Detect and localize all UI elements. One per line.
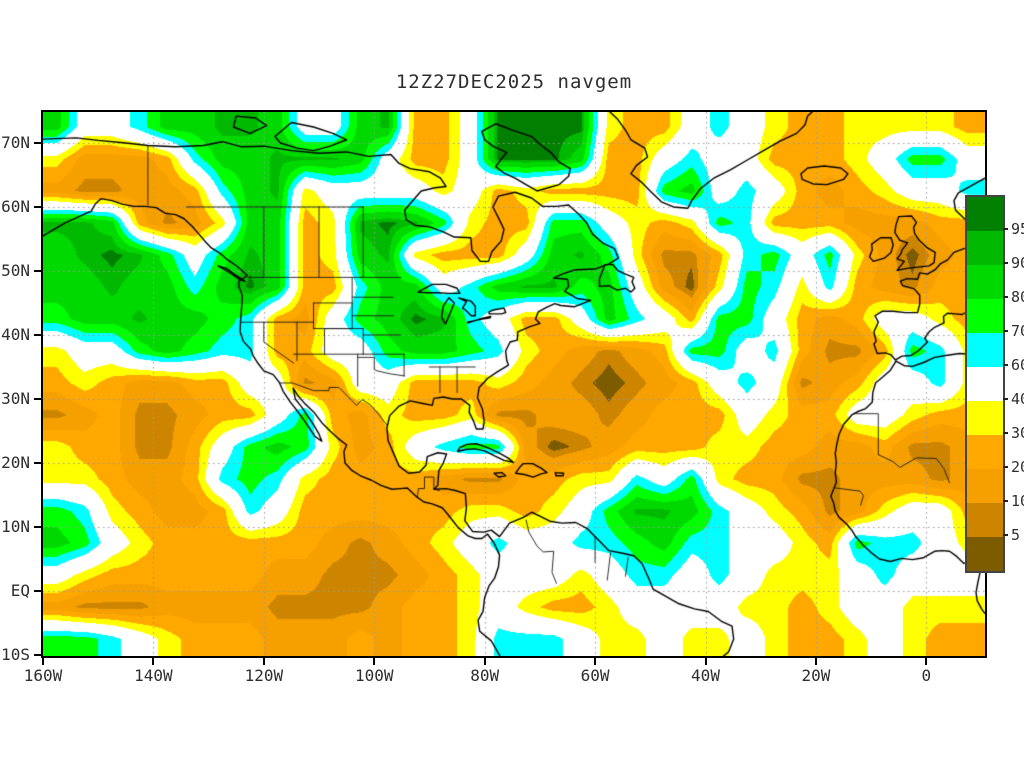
colorbar-segment — [967, 197, 1003, 231]
colorbar-boundary-label: 30 — [1011, 424, 1024, 442]
colorbar-boundary-label: 5 — [1011, 526, 1021, 544]
colorbar-boundary-label: 90 — [1011, 254, 1024, 272]
y-axis-label: EQ — [10, 580, 30, 600]
colorbar-segment — [967, 435, 1003, 469]
colorbar-segment — [967, 265, 1003, 299]
colorbar-boundary-label: 70 — [1011, 322, 1024, 340]
x-axis-tick — [262, 656, 265, 665]
colorbar-boundary-label: 80 — [1011, 288, 1024, 306]
y-axis-tick — [34, 461, 43, 464]
x-axis-tick — [42, 656, 44, 665]
x-axis-tick — [152, 656, 155, 665]
colorbar-segment — [967, 333, 1003, 367]
colorbar-boundary-tick — [1003, 398, 1008, 400]
colorbar-boundary-tick — [1003, 466, 1008, 468]
x-axis-tick — [814, 656, 817, 665]
x-axis-label: 140W — [134, 666, 173, 685]
x-axis-label: 120W — [244, 666, 284, 685]
colorbar-segment — [967, 469, 1003, 503]
x-axis-label: 40W — [691, 666, 720, 685]
x-axis-label: 20W — [801, 666, 831, 685]
y-axis-label: 70N — [1, 132, 30, 152]
colorbar-boundary-tick — [1003, 432, 1008, 434]
x-axis-tick — [594, 656, 597, 665]
x-axis-tick — [373, 656, 376, 665]
x-axis-tick — [925, 656, 928, 665]
y-axis-label: 20N — [1, 452, 30, 472]
rh-contour-map-canvas — [43, 112, 985, 656]
colorbar-boundary-label: 95 — [1011, 220, 1024, 238]
colorbar-segment — [967, 367, 1003, 401]
colorbar-boundary-label: 20 — [1011, 458, 1024, 476]
colorbar-boundary-tick — [1003, 500, 1008, 502]
colorbar-boundary-tick — [1003, 364, 1008, 366]
title-init-time: 12Z27DEC2025 navgem — [395, 71, 633, 93]
colorbar-boundary-label: 10 — [1011, 492, 1024, 510]
y-axis-label: 50N — [1, 260, 30, 280]
y-axis-tick — [34, 333, 43, 336]
x-axis-label: 100W — [354, 666, 394, 685]
x-axis-label: 80W — [470, 666, 500, 685]
y-axis-tick — [34, 525, 43, 528]
y-axis-label: 10N — [1, 516, 30, 536]
x-axis-label: 0 — [921, 666, 932, 685]
x-axis-label: 160W — [23, 666, 63, 685]
y-axis-tick — [34, 589, 43, 592]
colorbar-segment — [967, 503, 1003, 537]
colorbar-boundary-label: 40 — [1011, 390, 1024, 408]
rh-colorbar — [965, 195, 1005, 573]
y-axis-tick — [34, 269, 43, 272]
y-axis-label: 30N — [1, 388, 30, 408]
y-axis-label: 10S — [1, 644, 30, 664]
y-axis-label: 60N — [1, 196, 30, 216]
x-axis-tick — [483, 656, 486, 665]
colorbar-segment — [967, 299, 1003, 333]
colorbar-boundary-tick — [1003, 262, 1008, 264]
colorbar-segment — [967, 537, 1003, 571]
x-axis-tick — [704, 656, 707, 665]
y-axis-tick — [34, 397, 43, 400]
colorbar-boundary-tick — [1003, 296, 1008, 298]
colorbar-boundary-tick — [1003, 534, 1008, 536]
y-axis-label: 40N — [1, 324, 30, 344]
colorbar-boundary-tick — [1003, 228, 1008, 230]
colorbar-boundary-label: 60 — [1011, 356, 1024, 374]
y-axis-tick — [34, 653, 43, 656]
map-plot-area — [41, 110, 987, 658]
colorbar-segment — [967, 401, 1003, 435]
y-axis-tick — [34, 205, 43, 208]
y-axis-tick — [34, 141, 43, 144]
colorbar-segment — [967, 231, 1003, 265]
colorbar-boundary-tick — [1003, 330, 1008, 332]
x-axis-label: 60W — [580, 666, 610, 685]
